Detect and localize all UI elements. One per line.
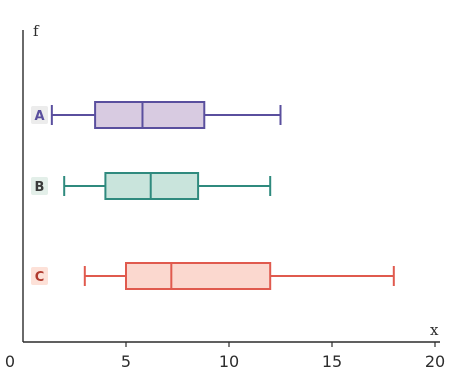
- x-tick-label: 10: [219, 352, 239, 371]
- boxplot-B: B: [31, 172, 272, 200]
- category-label: B: [35, 180, 45, 195]
- category-label-background: [31, 106, 48, 124]
- x-tick-label: 20: [425, 352, 445, 371]
- category-label-background: [31, 177, 48, 195]
- category-label: A: [34, 109, 44, 124]
- interquartile-box: [94, 101, 206, 129]
- x-tick-label: 15: [322, 352, 342, 371]
- interquartile-box: [125, 262, 272, 290]
- x-axis-title: x: [430, 321, 439, 339]
- x-tick-label: 5: [121, 352, 131, 371]
- category-label-background: [31, 267, 48, 285]
- boxes-layer: A B C: [31, 101, 395, 290]
- y-axis-title: f: [33, 22, 40, 40]
- category-label: C: [35, 270, 45, 285]
- boxplot-C: C: [31, 262, 395, 290]
- interquartile-box: [104, 172, 200, 200]
- boxplot-A: A: [31, 101, 282, 129]
- x-tick-label: 0: [5, 352, 15, 371]
- x-tick-layer: 0 5 10 15 20: [5, 342, 445, 371]
